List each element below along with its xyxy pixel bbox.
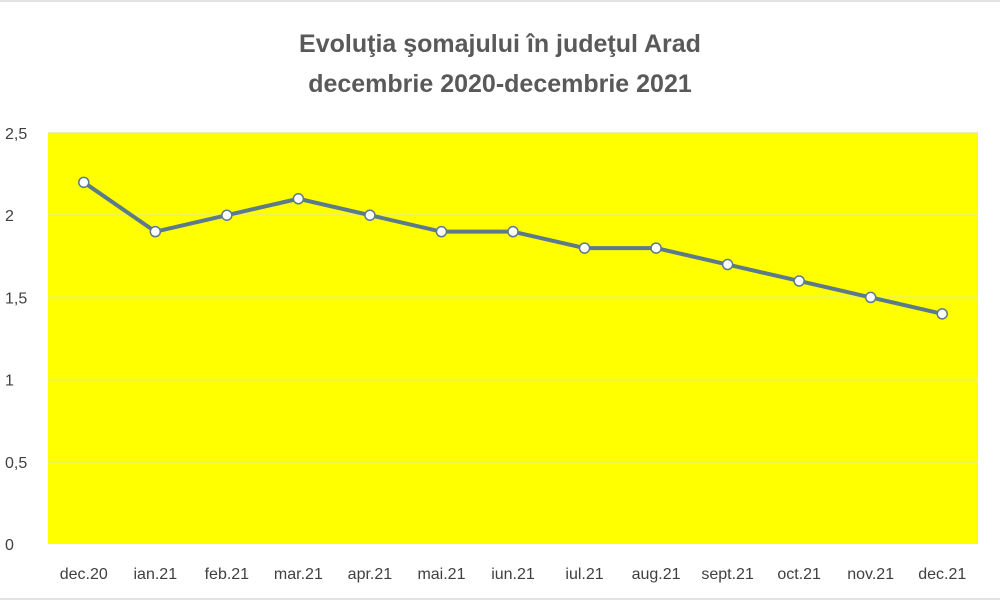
data-point <box>650 242 662 254</box>
x-tick-label: dec.20 <box>60 566 108 583</box>
data-point <box>435 225 448 238</box>
x-tick-label: feb.21 <box>205 566 250 583</box>
x-tick-label: iul.21 <box>565 566 603 583</box>
data-point <box>221 209 233 221</box>
data-point <box>578 242 591 254</box>
x-tick-label: mai.21 <box>417 566 465 583</box>
data-point <box>507 225 519 238</box>
y-tick-label: 1 <box>5 373 14 390</box>
x-tick-label: ian.21 <box>134 566 178 583</box>
data-point <box>721 258 734 271</box>
x-tick-label: apr.21 <box>348 566 393 583</box>
y-tick-label: 1,5 <box>5 290 27 307</box>
chart-subtitle: decembrie 2020-decembrie 2021 <box>308 70 692 98</box>
data-point <box>864 291 877 304</box>
x-tick-label: sept.21 <box>701 566 754 583</box>
x-tick-label: nov.21 <box>847 566 894 583</box>
x-tick-label: mar.21 <box>274 566 323 583</box>
plot-area <box>48 133 978 544</box>
x-tick-label: oct.21 <box>777 566 821 583</box>
y-tick-label: 0 <box>5 537 14 554</box>
data-point <box>364 209 376 221</box>
data-point <box>793 275 805 287</box>
x-tick-label: iun.21 <box>491 566 535 583</box>
y-tick-label: 2,5 <box>5 126 27 143</box>
y-tick-label: 2 <box>5 208 14 225</box>
y-tick-label: 0,5 <box>5 455 27 472</box>
data-point <box>936 308 948 320</box>
x-tick-label: aug.21 <box>632 566 681 583</box>
data-point <box>78 176 90 189</box>
x-tick-label: dec.21 <box>918 566 966 583</box>
chart-title: Evoluţia şomajului în judeţul Arad <box>299 30 701 58</box>
data-point <box>149 225 162 238</box>
data-point <box>292 193 305 205</box>
